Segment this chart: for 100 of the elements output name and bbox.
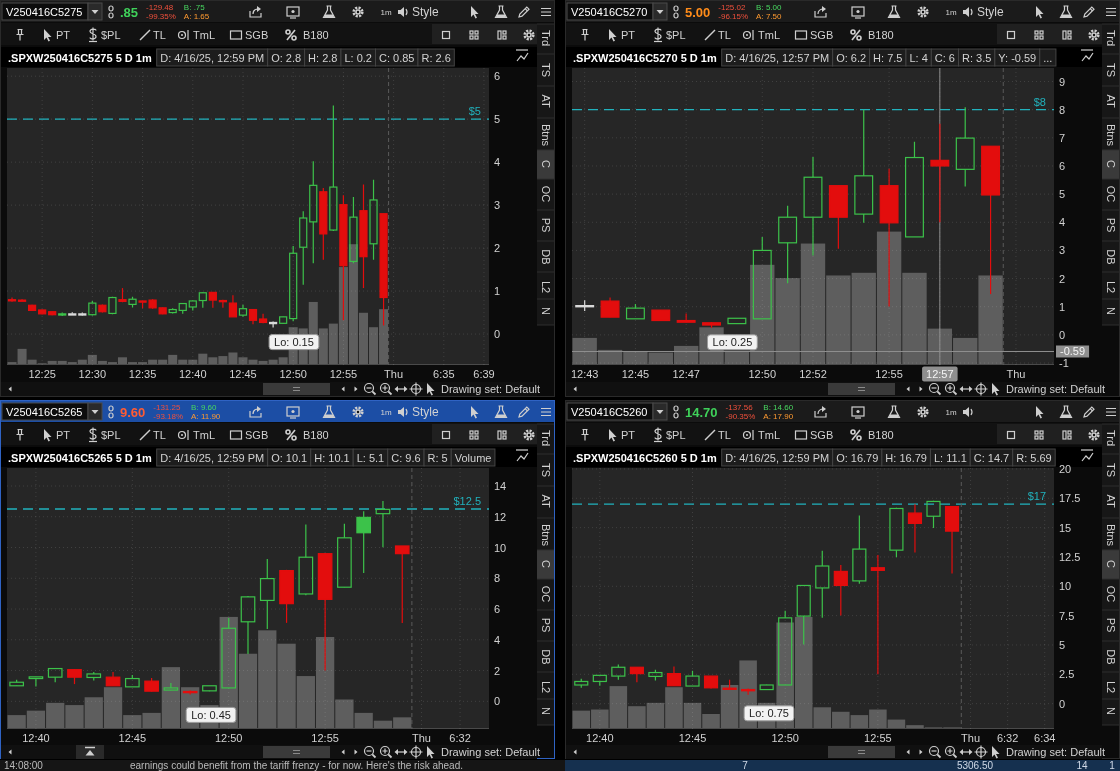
chart-title: .SPXW250416C5270 5 D 1m — [573, 51, 717, 64]
x-tick-label: 12:40 — [179, 368, 207, 380]
x-tick-label: 12:45 — [118, 732, 147, 744]
x-tick-label: Thu — [1006, 368, 1026, 380]
text: PS — [540, 217, 552, 233]
text: A: 7.50 — [756, 12, 782, 21]
x-tick-label: 12:50 — [214, 732, 243, 744]
text: -137.56 — [725, 403, 754, 412]
text: -93.18% — [153, 412, 184, 421]
x-tick-label: 12:40 — [22, 732, 50, 744]
y-tick-label: 2.5 — [1059, 668, 1075, 681]
text: C — [540, 560, 552, 569]
text: Volume — [454, 451, 492, 464]
ref-line-label: $5 — [468, 105, 481, 118]
text: PS — [1105, 617, 1117, 633]
text: L2 — [1105, 280, 1117, 294]
text: O: 16.79 — [836, 451, 879, 464]
text: D: 4/16/25, 12:59 PM — [160, 51, 265, 64]
text: O: 10.1 — [271, 451, 308, 464]
text: earnings could benefit from the tariff frenzy - for now. Here's the risk ahead. — [130, 760, 464, 771]
x-tick-label: 12:30 — [78, 368, 107, 380]
text: OC — [1105, 185, 1117, 203]
text: N — [540, 307, 552, 316]
text: DB — [1105, 649, 1117, 665]
text: 1m — [945, 7, 957, 17]
text: TS — [1105, 62, 1117, 78]
text: SGB — [810, 429, 834, 441]
y-tick-label: 3 — [1059, 244, 1066, 257]
y-tick-label: 0 — [494, 328, 501, 341]
text: 1 — [1109, 760, 1116, 771]
x-tick-label: 12:55 — [875, 368, 903, 380]
x-tick-label: 12:52 — [799, 368, 827, 380]
y-tick-label: 1 — [494, 285, 501, 298]
y-tick-label: 2 — [494, 242, 501, 255]
text: A: 1.65 — [183, 12, 210, 21]
text: A: 17.90 — [763, 412, 794, 421]
text: H: 2.8 — [308, 51, 338, 64]
text: R: 5 — [427, 451, 448, 464]
text: H: 10.1 — [314, 451, 350, 464]
text: OC — [540, 585, 552, 603]
text: -125.02 — [718, 3, 746, 12]
text: C: 9.6 — [391, 451, 421, 464]
text: PT — [56, 429, 71, 441]
x-tick-label: 12:55 — [329, 368, 358, 380]
ref-line-label: $8 — [1033, 95, 1046, 108]
y-tick-label: 0 — [494, 695, 501, 708]
y-tick-label: -1 — [1059, 357, 1069, 370]
text: OC — [1105, 585, 1117, 603]
text: 5306.50 — [956, 760, 994, 771]
x-tick-label: 12:57 — [926, 368, 954, 380]
text: Drawing set: Default — [441, 746, 541, 758]
text: B: 5.00 — [756, 3, 782, 12]
text: L: 11.1 — [933, 451, 967, 464]
text: TL — [153, 429, 166, 441]
annotation: Lo: 0.15 — [274, 336, 314, 349]
text: Btns — [1105, 123, 1117, 147]
text: L2 — [1105, 680, 1117, 694]
y-tick-label: 10 — [1059, 580, 1072, 593]
y-tick-label: 6 — [1059, 159, 1066, 172]
chart-title: .SPXW250416C5260 5 D 1m — [573, 451, 717, 464]
y-tick-label: 8 — [494, 572, 501, 585]
y-tick-label: 10 — [494, 541, 507, 554]
text: A: 11.90 — [191, 412, 221, 421]
text: Drawing set: Default — [441, 383, 541, 395]
text: $PL — [666, 429, 686, 441]
y-tick-label: 1 — [1059, 300, 1066, 313]
text: TmL — [193, 429, 215, 441]
y-tick-label: 0 — [1059, 697, 1066, 710]
x-tick-label: 12:55 — [311, 732, 339, 744]
y-tick-label: 14 — [494, 479, 507, 492]
x-tick-label: 12:50 — [279, 368, 307, 380]
text: L: 0.2 — [344, 51, 372, 64]
text: TmL — [758, 29, 780, 41]
y-tick-label: 5 — [494, 113, 501, 126]
ref-line-label: $17 — [1027, 490, 1046, 503]
x-tick-label: 12:25 — [28, 368, 56, 380]
text: R: 3.5 — [961, 51, 992, 64]
text: TS — [540, 462, 552, 478]
annotation: Lo: 0.25 — [712, 336, 753, 349]
text: L2 — [540, 280, 552, 294]
text: SGB — [245, 29, 269, 41]
x-tick-label: 12:50 — [771, 732, 799, 744]
text: Drawing set: Default — [1006, 383, 1106, 395]
text: DB — [1105, 249, 1117, 265]
text: PT — [621, 29, 636, 41]
text: TS — [540, 62, 552, 78]
text: H: 16.79 — [885, 451, 927, 464]
text: TmL — [758, 429, 780, 441]
y-tick-label: 5 — [1059, 188, 1066, 201]
text: 14 — [1076, 760, 1088, 771]
text: V250416C5275 — [6, 6, 83, 18]
x-tick-label: 12:55 — [864, 732, 892, 744]
x-tick-label: 12:45 — [229, 368, 257, 380]
y-tick-label: 17.5 — [1059, 492, 1081, 505]
y-tick-label: 3 — [494, 199, 501, 212]
text: AT — [540, 94, 552, 108]
text: TL — [718, 29, 731, 41]
text: Trd — [540, 29, 552, 47]
text: H: 7.5 — [873, 51, 903, 64]
x-tick-label: 12:35 — [128, 368, 157, 380]
